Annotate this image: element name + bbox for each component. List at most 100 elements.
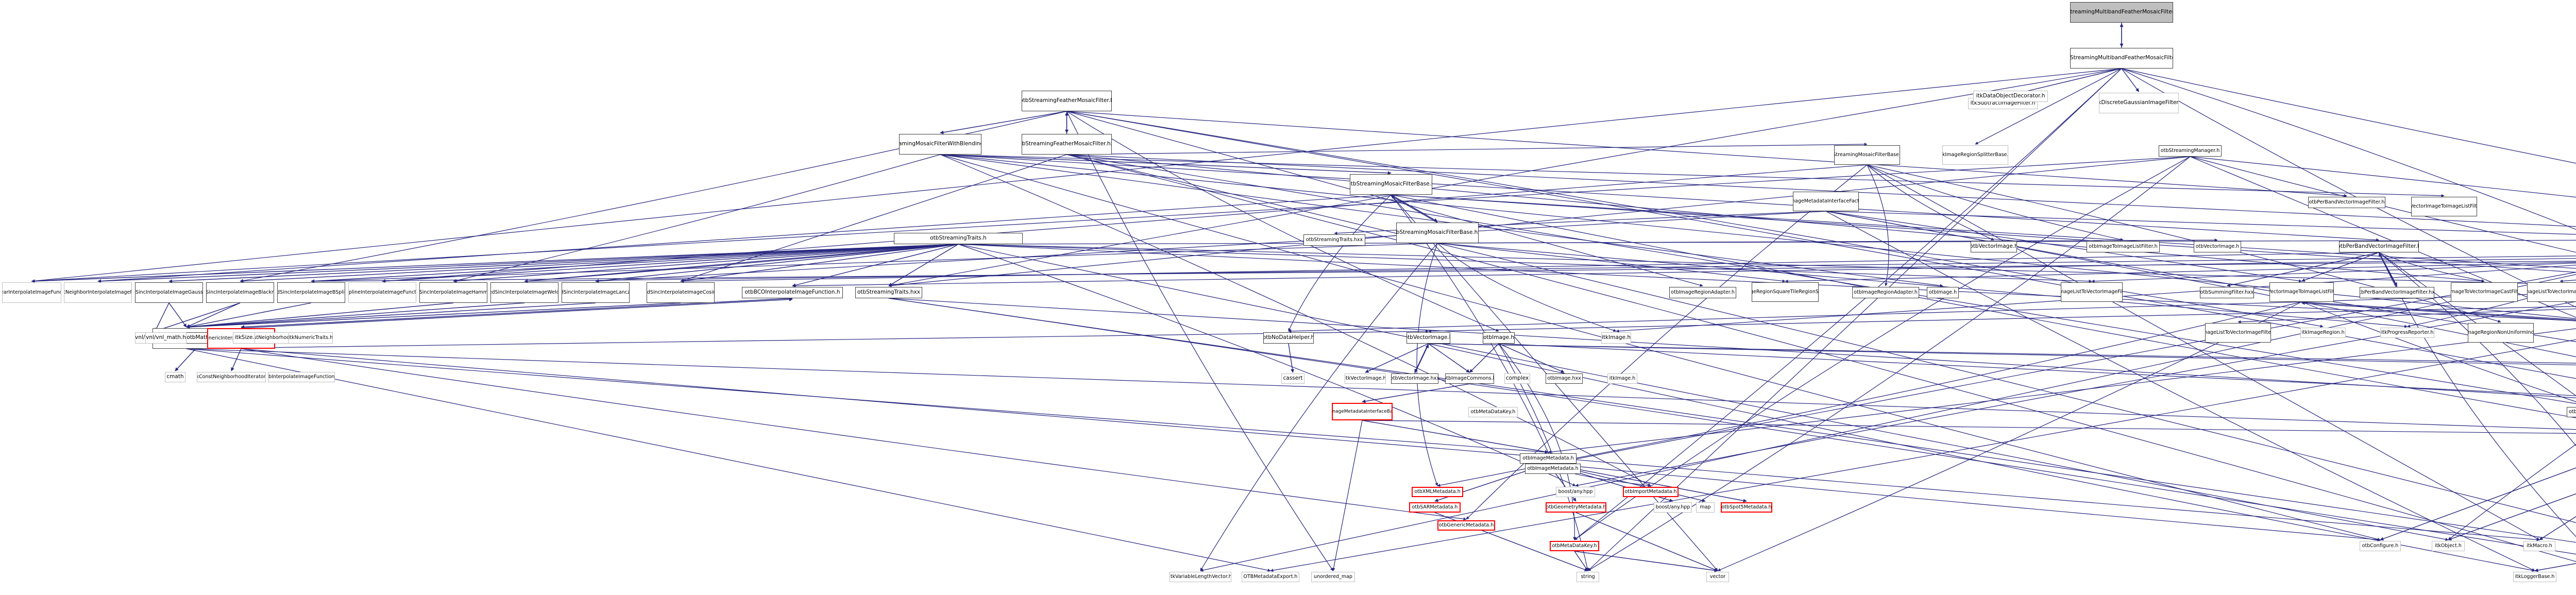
graph-node[interactable]: otbStreamingManager.h <box>2159 145 2222 157</box>
graph-node[interactable]: itkLinearInterpolateImageFunction.h <box>2 282 61 303</box>
graph-node[interactable]: boost/any.hpp <box>1556 487 1595 497</box>
graph-node[interactable]: otbImageToImageListFilter.h <box>2087 241 2160 252</box>
graph-node[interactable]: otbImage.h <box>1927 287 1959 298</box>
graph-node[interactable]: otbStreamingTraits.hxx <box>1303 234 1365 246</box>
graph-node[interactable]: otbPerBandVectorImageFilter.h <box>2308 197 2385 208</box>
graph-node[interactable]: otbImageMetadata.h <box>1520 453 1577 464</box>
graph-edge <box>1414 344 1429 374</box>
graph-node[interactable]: otbPerBandVectorImageFilter.h <box>2339 241 2419 252</box>
graph-node[interactable]: itkDataObjectDecorator.h <box>1973 91 2048 102</box>
graph-node[interactable]: otbVectorImage.h <box>1406 332 1450 344</box>
graph-node[interactable]: otbImage.hxx <box>1546 373 1583 384</box>
graph-node[interactable]: unordered_map <box>1311 572 1355 582</box>
graph-node[interactable]: itkMacro.h <box>2523 541 2555 551</box>
graph-node[interactable]: otbImageMetadataInterfaceFactory.h <box>1793 192 1859 211</box>
graph-node[interactable]: vector <box>1706 572 1729 582</box>
graph-node[interactable]: boost/any.hpp <box>1654 502 1692 513</box>
graph-node[interactable]: cmath <box>165 372 185 382</box>
graph-node[interactable]: vnl/vnl_math.h <box>145 332 187 344</box>
graph-node[interactable]: otbImageRegionAdapter.h <box>1852 287 1919 298</box>
graph-node[interactable]: itkConstNeighborhoodIterator.h <box>197 372 266 382</box>
graph-node[interactable]: otbSpot5Metadata.h <box>1721 502 1772 513</box>
graph-edge <box>186 348 2576 430</box>
graph-edge <box>311 244 959 283</box>
graph-node[interactable]: itkImage.h <box>1601 332 1631 344</box>
graph-node[interactable]: otbNoDataHelper.h <box>1263 332 1314 344</box>
graph-node[interactable]: otbMetaDataKey.h <box>1468 407 1518 417</box>
graph-edge <box>2378 253 2398 287</box>
graph-edge <box>186 302 681 329</box>
graph-node[interactable]: otbImageMetadata.h <box>1525 464 1581 474</box>
graph-node[interactable]: otbWindowedSincInterpolateImageCosineFun… <box>647 282 715 303</box>
graph-node[interactable]: otbImageMetadataInterfaceBase.h <box>1332 403 1393 420</box>
graph-node[interactable]: otbStreamingTraits.hxx <box>855 287 922 298</box>
graph-node[interactable]: otbVectorImage.h <box>2194 241 2241 252</box>
graph-node[interactable]: map <box>1696 502 1715 513</box>
graph-node[interactable]: otbImageToVectorImageCastFilter.h <box>2451 282 2518 302</box>
graph-edge <box>168 302 187 328</box>
graph-node[interactable]: itkNearestNeighborInterpolateImageFuncti… <box>64 282 132 303</box>
graph-edge <box>1428 343 2576 366</box>
graph-node[interactable]: otbImageListToVectorImageFilter.h <box>2061 282 2123 302</box>
graph-node[interactable]: otbImageList.hxx <box>2567 407 2576 417</box>
graph-node[interactable]: otbBCOInterpolateImageFunction.h <box>742 287 843 298</box>
graph-node[interactable]: itkVariableLengthVector.h <box>1170 572 1231 582</box>
graph-node[interactable]: OTBMetadataExport.h <box>1242 572 1299 582</box>
graph-edge <box>186 330 1429 349</box>
graph-node[interactable]: itkProgressReporter.h <box>2380 328 2434 338</box>
graph-node[interactable]: otbXMLMetadata.h <box>1412 487 1463 497</box>
graph-node[interactable]: cassert <box>1281 373 1304 384</box>
graph-node[interactable]: otbImportMetadata.h <box>1623 487 1679 497</box>
graph-node[interactable]: otbWindowedSincInterpolateImageHammingFu… <box>419 282 487 303</box>
graph-node[interactable]: otbMetaDataKey.h <box>1550 541 1599 551</box>
graph-node[interactable]: otbStreamingMultibandFeatherMosaicFilter… <box>2070 48 2173 69</box>
graph-node[interactable]: otbImageListToVectorImageFilter.hxx <box>2527 282 2576 302</box>
graph-node[interactable]: otbImageRegionAdapter.h <box>1669 287 1736 298</box>
graph-node[interactable]: otbGenericMetadata.h <box>1437 520 1495 531</box>
graph-node[interactable]: otbWindowedSincInterpolateImageLanczosFu… <box>562 282 630 303</box>
graph-edge <box>680 252 2379 283</box>
graph-node[interactable]: complex <box>1504 373 1530 384</box>
graph-node[interactable]: otbStreamingMosaicFilterWithBlendingBase… <box>899 134 981 155</box>
graph-node[interactable]: otbInterpolateImageFunction.h <box>268 372 335 382</box>
graph-node[interactable]: itkLoggerBase.h <box>2513 572 2556 582</box>
graph-node[interactable]: itkImageRegion.h <box>2300 328 2346 338</box>
graph-node[interactable]: itkBSplineInterpolateImageFunction.h <box>348 282 416 303</box>
graph-node[interactable]: otbVectorImageToImageListFilter.h <box>2269 282 2334 302</box>
graph-node[interactable]: otbImage.h <box>1483 332 1515 344</box>
graph-node[interactable]: otbImageRegionNonUniformIndex.h <box>2468 323 2534 343</box>
graph-edge <box>2301 252 2379 282</box>
graph-node[interactable]: otbVectorImage.h <box>1971 241 2017 252</box>
graph-node[interactable]: otbStreamingTraits.h <box>894 233 1023 244</box>
graph-node[interactable]: string <box>1577 572 1599 582</box>
graph-node[interactable]: otbSARMetadata.h <box>1409 502 1461 513</box>
graph-edge <box>1288 301 2302 333</box>
graph-node[interactable]: otbVectorImageToImageListFilter.h <box>2411 197 2477 216</box>
graph-edge <box>958 244 1576 486</box>
graph-node[interactable]: otbImageRegionSquareTileRegionSplitter.h <box>1752 282 1819 302</box>
graph-node[interactable]: itkNumericTraits.h <box>289 332 333 344</box>
graph-node[interactable]: otbGeometryMetadata.h <box>1546 502 1606 513</box>
graph-node[interactable]: itkVectorImage.h <box>1345 373 1386 384</box>
graph-node[interactable]: itkImage.h <box>1607 373 1637 384</box>
graph-edge <box>1867 164 2540 540</box>
graph-node[interactable]: otbSummingFilter.hxx <box>2200 287 2254 298</box>
graph-node[interactable]: otbConfigure.h <box>2360 541 2401 551</box>
graph-node[interactable]: otbImageCommons.h <box>1445 373 1494 384</box>
graph-node[interactable]: otbWindowedSincInterpolateImageWelchFunc… <box>490 282 558 303</box>
graph-node[interactable]: otbPerBandVectorImageFilter.hxx <box>2360 287 2434 298</box>
graph-node[interactable]: otbWindowedSincInterpolateImageGaussianF… <box>135 282 203 303</box>
graph-node[interactable]: otbWindowedSincInterpolateImageBSplineFu… <box>277 282 345 303</box>
graph-node[interactable]: otbImageListToVectorImageFilter.hxx <box>2205 323 2271 343</box>
graph-node[interactable]: otbWindowedSincInterpolateImageBlackmanF… <box>206 282 274 303</box>
graph-node[interactable]: otbVectorImage.hxx <box>1391 373 1438 384</box>
graph-node[interactable]: otbStreamingMultibandFeatherMosaicFilter… <box>2070 2 2173 23</box>
graph-node[interactable]: itkObject.h <box>2432 541 2465 551</box>
